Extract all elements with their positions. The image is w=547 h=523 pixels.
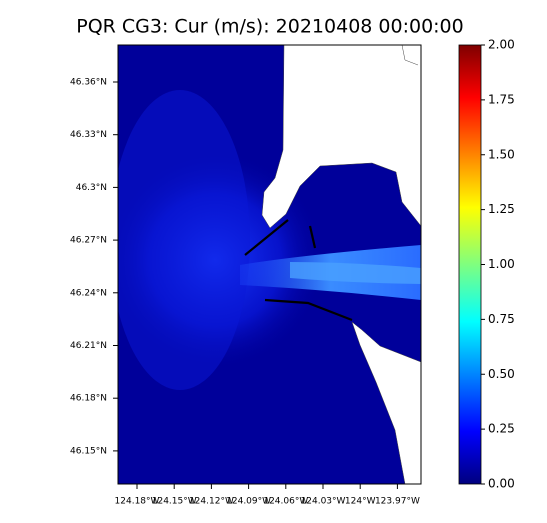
colorbar-tick-label: 0.00 [488, 477, 515, 491]
lat-tick-label: 46.15°N [70, 446, 107, 456]
colorbar-tick-label: 1.50 [488, 147, 515, 161]
lon-tick-label: 123.97°W [375, 497, 420, 507]
current-field [118, 45, 421, 484]
lat-tick-label: 46.24°N [70, 288, 107, 298]
colorbar [458, 44, 482, 485]
lat-tick-label: 46.36°N [70, 78, 107, 88]
colorbar-tick-label: 0.75 [488, 312, 515, 326]
lon-tick-label: 124.03°W [301, 497, 346, 507]
colorbar-tick-label: 1.25 [488, 202, 515, 216]
map-frame [117, 44, 422, 485]
colorbar-tick-label: 2.00 [488, 38, 515, 52]
colorbar-tick-label: 0.50 [488, 367, 515, 381]
colorbar-tick-label: 1.75 [488, 92, 515, 106]
lat-tick-label: 46.33°N [70, 130, 107, 140]
colorbar-tick-label: 1.00 [488, 257, 515, 271]
lon-tick-label: 124°W [345, 497, 376, 507]
lon-tick-label: 124.06°W [263, 497, 308, 507]
lon-tick-label: 124.15°W [152, 497, 197, 507]
lat-tick-label: 46.3°N [76, 183, 107, 193]
lon-tick-label: 124.12°W [189, 497, 234, 507]
lon-tick-label: 124.09°W [226, 497, 271, 507]
lon-tick-label: 124.18°W [115, 497, 160, 507]
lat-tick-label: 46.21°N [70, 341, 107, 351]
colorbar-tick-label: 0.25 [488, 422, 515, 436]
map-title: PQR CG3: Cur (m/s): 20210408 00:00:00 [76, 16, 464, 38]
lat-tick-label: 46.18°N [70, 394, 107, 404]
lat-tick-label: 46.27°N [70, 236, 107, 246]
